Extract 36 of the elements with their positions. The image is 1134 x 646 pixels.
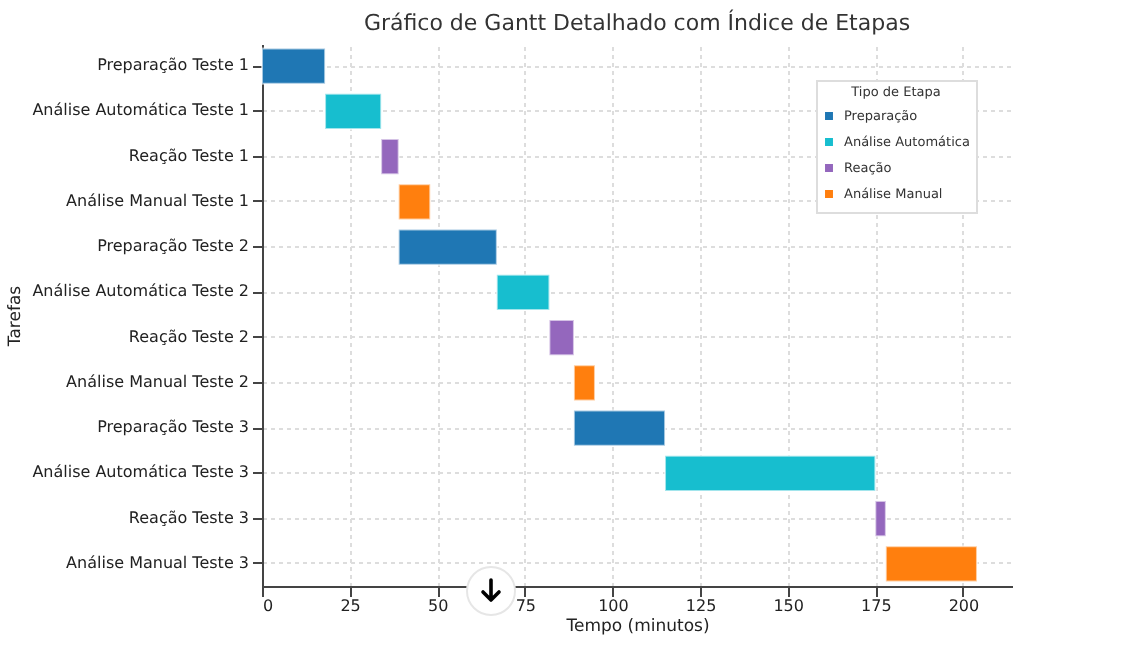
- y-tick-label: Análise Manual Teste 3: [66, 553, 249, 572]
- x-tick-label: 150: [773, 597, 804, 615]
- y-tick-label: Preparação Teste 3: [97, 418, 249, 437]
- chart-title: Gráfico de Gantt Detalhado com Índice de Etapas: [363, 8, 911, 36]
- x-tick-label: 125: [685, 597, 717, 615]
- bar: [874, 499, 887, 538]
- bar: [261, 47, 327, 85]
- x-tick-label: 200: [948, 597, 980, 615]
- y-tick-label: Reação Teste 2: [128, 327, 249, 346]
- y-tick-label: Reação Teste 1: [128, 146, 249, 165]
- bar: [380, 138, 400, 176]
- bar: [324, 92, 383, 131]
- bar: [548, 318, 575, 357]
- bar: [572, 364, 596, 402]
- y-tick-label: Preparação Teste 1: [97, 56, 249, 75]
- x-tick-label: 100: [598, 597, 629, 615]
- y-tick-label: Análise Automática Teste 1: [32, 101, 249, 120]
- bar: [664, 454, 877, 492]
- y-tick-label: Análise Automática Teste 3: [32, 463, 249, 482]
- y-tick-label: Análise Manual Teste 1: [66, 191, 249, 210]
- y-tick-label: Reação Teste 3: [128, 508, 249, 527]
- y-tick-label: Análise Automática Teste 2: [32, 282, 249, 301]
- x-tick-label: 50: [428, 597, 449, 615]
- y-tick-label: Preparação Teste 2: [97, 237, 249, 256]
- y-axis-title: Tarefas: [6, 284, 27, 349]
- x-tick-label: 25: [340, 597, 361, 615]
- x-tick-label: 0: [263, 597, 274, 615]
- bar: [397, 183, 432, 221]
- y-tick-label: Análise Manual Teste 2: [66, 372, 249, 391]
- x-axis-title: Tempo (minutos): [564, 617, 710, 637]
- x-tick-label: 175: [861, 597, 892, 615]
- bar: [572, 409, 667, 447]
- bar: [495, 273, 551, 312]
- x-tick-label: 75: [515, 597, 537, 615]
- bar: [397, 228, 498, 266]
- bar: [884, 545, 978, 583]
